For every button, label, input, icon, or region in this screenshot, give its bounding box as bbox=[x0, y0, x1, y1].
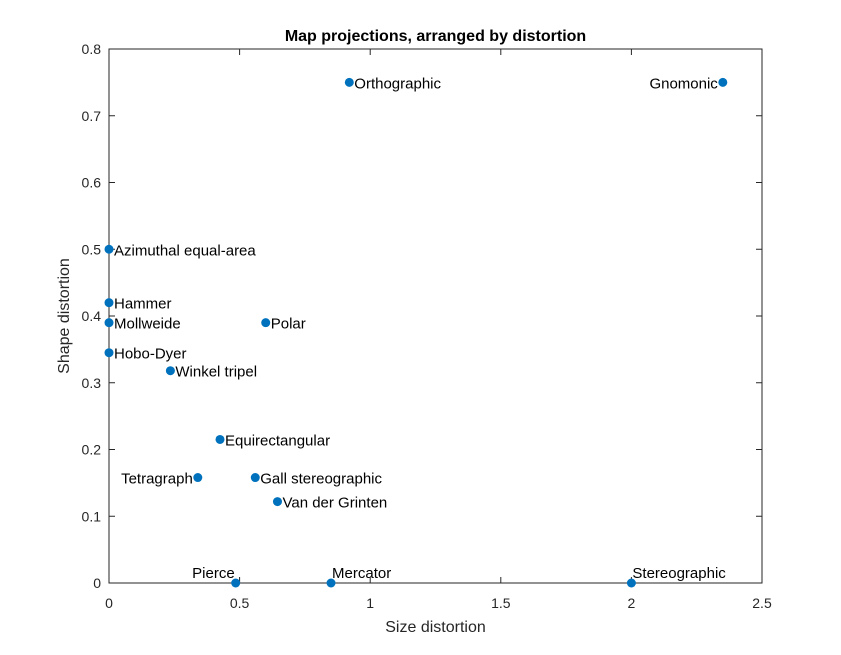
y-tick-label: 0.6 bbox=[82, 175, 102, 191]
y-tick-label: 0.5 bbox=[82, 241, 102, 257]
data-point bbox=[231, 578, 241, 588]
y-axis-label: Shape distortion bbox=[56, 258, 73, 374]
data-point bbox=[344, 77, 354, 87]
point-label: Mercator bbox=[332, 565, 391, 582]
point-label: Polar bbox=[271, 316, 306, 333]
point-label: Stereographic bbox=[632, 565, 726, 582]
y-tick-label: 0.1 bbox=[82, 508, 102, 524]
data-point bbox=[261, 318, 271, 328]
point-label: Gnomonic bbox=[649, 75, 718, 92]
data-point bbox=[718, 77, 728, 87]
point-label: Van der Grinten bbox=[282, 495, 387, 512]
data-point bbox=[326, 578, 336, 588]
x-tick-label: 0 bbox=[105, 595, 113, 611]
data-point bbox=[193, 473, 203, 483]
chart-title: Map projections, arranged by distortion bbox=[285, 28, 586, 45]
point-label: Azimuthal equal-area bbox=[114, 242, 256, 259]
y-tick-label: 0 bbox=[93, 575, 101, 591]
data-point bbox=[104, 318, 114, 328]
x-tick-label: 1.5 bbox=[491, 595, 511, 611]
data-point bbox=[104, 298, 114, 308]
y-tick-label: 0.2 bbox=[82, 442, 102, 458]
axes-box bbox=[108, 48, 763, 584]
data-points bbox=[104, 77, 728, 588]
x-tick-label: 2.5 bbox=[752, 595, 772, 611]
point-label: Orthographic bbox=[354, 75, 441, 92]
y-tick-label: 0.7 bbox=[82, 108, 102, 124]
data-point bbox=[104, 244, 114, 254]
x-tick-label: 1 bbox=[366, 595, 374, 611]
y-ticks: 0 0.1 0.2 0.3 0.4 0.5 0.6 0.7 0.8 bbox=[82, 41, 762, 591]
x-tick-label: 0.5 bbox=[230, 595, 250, 611]
point-label: Gall stereographic bbox=[260, 471, 382, 488]
y-tick-label: 0.8 bbox=[82, 41, 102, 57]
point-label: Hammer bbox=[114, 296, 172, 313]
y-tick-label: 0.4 bbox=[82, 308, 102, 324]
x-axis-label: Size distortion bbox=[385, 619, 486, 636]
point-label: Hobo-Dyer bbox=[114, 346, 187, 363]
point-label: Tetragraph bbox=[121, 471, 193, 488]
y-tick-label: 0.3 bbox=[82, 375, 102, 391]
data-point bbox=[104, 348, 114, 358]
data-point bbox=[165, 366, 175, 376]
data-point bbox=[272, 497, 282, 507]
data-point bbox=[626, 578, 636, 588]
point-label: Winkel tripel bbox=[175, 364, 257, 381]
point-label: Mollweide bbox=[114, 316, 181, 333]
point-label: Pierce bbox=[192, 565, 235, 582]
point-labels: Orthographic Gnomonic Azimuthal equal-area… bbox=[114, 75, 726, 582]
x-tick-label: 2 bbox=[628, 595, 636, 611]
point-label: Equirectangular bbox=[225, 432, 330, 449]
data-point bbox=[215, 434, 225, 444]
data-point bbox=[250, 473, 260, 483]
